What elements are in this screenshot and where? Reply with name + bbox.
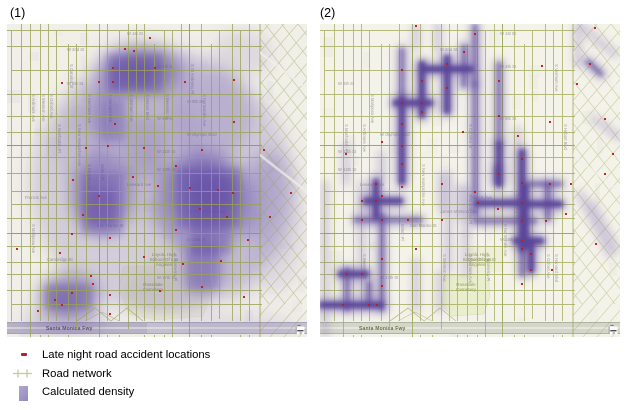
svg-text:S Ardmore Ave: S Ardmore Ave (31, 94, 36, 123)
svg-text:S Harvard Blvd: S Harvard Blvd (554, 254, 559, 283)
svg-text:S Gramercy Pl: S Gramercy Pl (486, 254, 491, 281)
svg-text:W 6th St: W 6th St (338, 81, 355, 86)
svg-text:S New Hampshire Ave: S New Hampshire Ave (421, 164, 426, 206)
svg-text:S Hobart Blvd: S Hobart Blvd (563, 124, 568, 151)
svg-text:W 6th St: W 6th St (67, 81, 84, 86)
svg-text:S Oxford Ave: S Oxford Ave (546, 254, 551, 279)
svg-text:W 1st St: W 1st St (500, 31, 517, 36)
svg-text:W 4th St: W 4th St (500, 64, 517, 69)
svg-text:School Of Los: School Of Los (463, 257, 493, 262)
svg-text:S Oxford Ave: S Oxford Ave (49, 94, 54, 119)
svg-text:S Western Ave: S Western Ave (41, 94, 46, 122)
svg-text:S Catalina St: S Catalina St (69, 64, 74, 89)
svg-text:S Vermont Ave: S Vermont Ave (554, 64, 559, 92)
svg-text:W 15th St: W 15th St (500, 237, 519, 242)
svg-text:S Mariposa Ave: S Mariposa Ave (31, 224, 36, 254)
svg-text:W 1st St: W 1st St (127, 31, 144, 36)
svg-text:W 17th St: W 17th St (380, 275, 399, 280)
svg-text:S Manhattan Pl: S Manhattan Pl (344, 124, 349, 153)
svg-text:W Olympic Blvd: W Olympic Blvd (380, 132, 410, 137)
svg-text:W 2nd St: W 2nd St (440, 47, 458, 52)
svg-text:San Marino St: San Marino St (410, 223, 437, 228)
svg-text:Cemetery: Cemetery (456, 287, 477, 292)
svg-text:Rosedale: Rosedale (456, 282, 476, 287)
svg-text:Cambridge St: Cambridge St (470, 257, 496, 262)
svg-text:Loyola High: Loyola High (465, 252, 490, 257)
svg-text:Wilton Pl: Wilton Pl (400, 224, 405, 241)
svg-text:Santa Monica Fwy: Santa Monica Fwy (359, 326, 406, 332)
svg-text:S Mariposa Ave: S Mariposa Ave (370, 94, 375, 124)
svg-text:S Normandie Ave: S Normandie Ave (503, 224, 508, 257)
svg-text:Angeles: Angeles (469, 262, 486, 267)
svg-text:S Ardmore Ave: S Ardmore Ave (362, 124, 367, 153)
svg-text:W 9th St: W 9th St (500, 116, 517, 121)
